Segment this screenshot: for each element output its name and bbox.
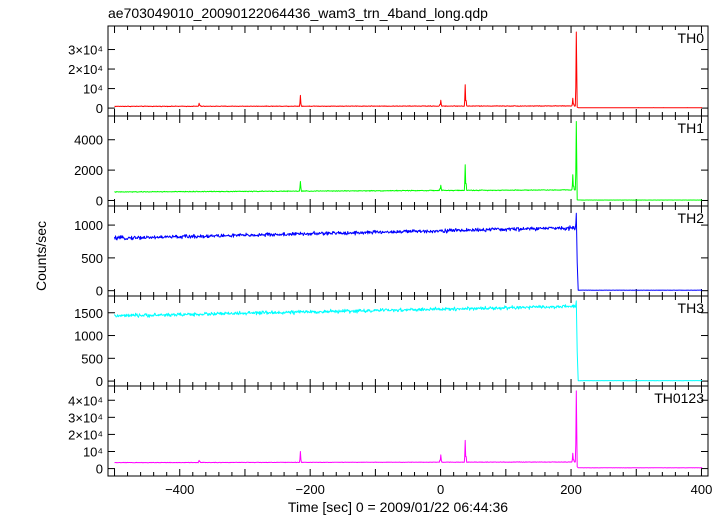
panel-frame (107, 385, 709, 477)
y-tick-label: 10⁴ (83, 82, 103, 97)
y-axis-label: Counts/sec (33, 221, 49, 291)
x-axis-label: Time [sec] 0 = 2009/01/22 06:44:36 (288, 499, 508, 515)
y-tick-label: 10⁴ (83, 445, 103, 460)
panel-label: TH3 (678, 300, 705, 316)
panel-th3: 0 500 1000 1500 TH3 (74, 295, 709, 389)
panels-group: 0 10⁴ 2×10⁴ 3×10⁴ TH0 0 2000 4000 TH1 0 500 1000 TH2… (68, 25, 709, 477)
y-tick-label: 2×10⁴ (68, 427, 103, 442)
panel-frame (107, 25, 709, 117)
chart-title: ae703049010_20090122064436_wam3_trn_4ban… (108, 5, 488, 21)
y-tick-label: 1500 (74, 306, 103, 321)
y-tick-label: 3×10⁴ (68, 43, 103, 58)
panel-label: TH1 (678, 120, 705, 136)
panel-label: TH0 (678, 30, 705, 46)
series-line (114, 300, 703, 382)
y-tick-label: 0 (96, 101, 103, 116)
y-tick-label: 500 (81, 251, 103, 266)
series-line (114, 121, 703, 201)
series-line (114, 390, 703, 469)
panel-frame (107, 205, 709, 297)
y-tick-label: 2000 (74, 163, 103, 178)
y-tick-label: 4×10⁴ (68, 393, 103, 408)
x-tick-label: −200 (296, 482, 325, 497)
panel-th1: 0 2000 4000 TH1 (74, 115, 709, 208)
y-tick-label: 1000 (74, 218, 103, 233)
panel-th2: 0 500 1000 TH2 (74, 205, 709, 299)
panel-label: TH2 (678, 210, 705, 226)
x-tick-label: −400 (165, 482, 194, 497)
y-tick-label: 500 (81, 351, 103, 366)
x-tick-labels: −400 −200 0 200 400 (165, 482, 712, 497)
series-line (114, 212, 703, 291)
panel-label: TH0123 (654, 390, 704, 406)
y-tick-label: 0 (96, 193, 103, 208)
y-tick-label: 3×10⁴ (68, 410, 103, 425)
panel-th0123: 0 10⁴ 2×10⁴ 3×10⁴ 4×10⁴ TH0123 (68, 385, 709, 477)
series-line (114, 31, 703, 109)
panel-th0: 0 10⁴ 2×10⁴ 3×10⁴ TH0 (68, 25, 709, 117)
y-tick-label: 0 (96, 284, 103, 299)
y-tick-label: 2×10⁴ (68, 62, 103, 77)
y-tick-label: 1000 (74, 329, 103, 344)
x-tick-label: 400 (691, 482, 713, 497)
y-tick-label: 0 (96, 374, 103, 389)
x-tick-label: 0 (437, 482, 444, 497)
y-tick-label: 4000 (74, 133, 103, 148)
x-tick-label: 200 (560, 482, 582, 497)
y-tick-label: 0 (96, 462, 103, 477)
panel-frame (107, 115, 709, 207)
